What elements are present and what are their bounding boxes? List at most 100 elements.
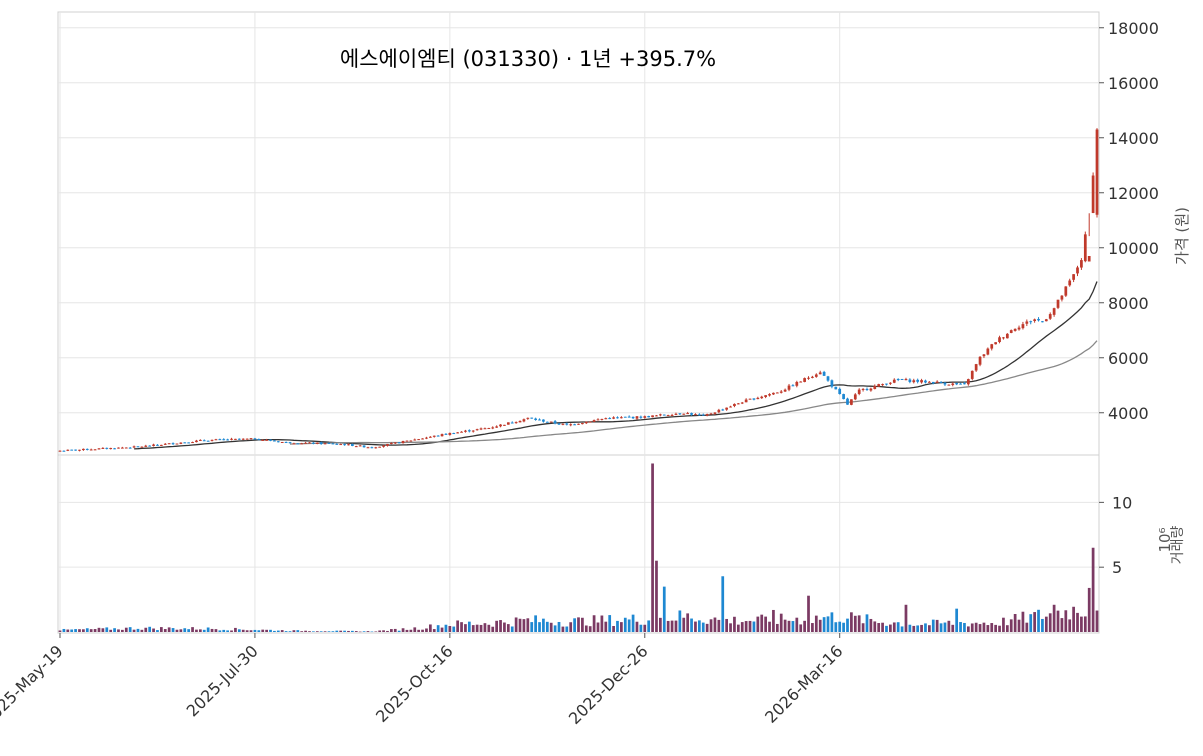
volume-bar xyxy=(627,619,631,632)
candle xyxy=(752,398,756,401)
candle xyxy=(900,378,904,380)
candle xyxy=(811,375,814,379)
candle xyxy=(978,356,982,367)
volume-bar xyxy=(631,614,635,632)
candle xyxy=(425,436,428,440)
volume-bar xyxy=(748,620,752,632)
volume-bar xyxy=(990,623,994,632)
volume-bar xyxy=(811,623,814,632)
candle xyxy=(467,429,471,433)
candle xyxy=(857,388,861,396)
candle xyxy=(530,417,534,419)
volume-bar xyxy=(752,621,756,632)
candle xyxy=(966,378,970,386)
volume-bar xyxy=(397,630,401,632)
volume-bar xyxy=(682,617,686,632)
volume-bar xyxy=(202,629,206,632)
candle xyxy=(892,378,896,384)
volume-bar xyxy=(651,463,654,632)
volume-bar xyxy=(121,629,124,632)
volume-bar xyxy=(378,630,382,632)
candle xyxy=(717,408,721,414)
volume-bar xyxy=(1095,610,1099,632)
volume-bar xyxy=(214,629,218,632)
volume-tick-label: 10 xyxy=(1112,493,1132,512)
volume-bar xyxy=(662,586,666,632)
candle xyxy=(343,443,346,446)
volume-bar xyxy=(717,619,721,632)
moving-average-long-line xyxy=(289,340,1098,445)
candle xyxy=(623,416,627,418)
candle xyxy=(292,442,296,445)
candle xyxy=(214,438,218,441)
volume-bar xyxy=(830,612,834,632)
candle xyxy=(569,423,573,427)
volume-bar xyxy=(386,630,389,632)
volume-bar xyxy=(530,622,534,632)
candle xyxy=(772,392,775,395)
volume-bar xyxy=(584,625,588,632)
volume-bar xyxy=(1076,612,1079,632)
volume-bar xyxy=(82,629,85,632)
volume-bar xyxy=(807,595,810,632)
candle xyxy=(124,447,128,449)
candle xyxy=(740,401,744,405)
volume-bar xyxy=(678,610,682,632)
volume-multiplier: 10⁶ xyxy=(1156,527,1174,552)
volume-bar xyxy=(300,631,304,632)
volume-bar xyxy=(354,631,358,632)
candle xyxy=(1029,320,1033,325)
candle xyxy=(865,387,869,391)
candle xyxy=(409,440,413,442)
volume-bar xyxy=(417,629,421,632)
candle xyxy=(596,418,600,421)
candle xyxy=(148,445,152,447)
candle xyxy=(163,442,167,445)
candle xyxy=(105,447,109,450)
volume-bar xyxy=(725,618,729,632)
candle xyxy=(66,449,70,452)
volume-bar xyxy=(105,627,109,632)
candle xyxy=(351,443,354,447)
volume-bar xyxy=(647,620,651,632)
volume-bar xyxy=(425,628,428,632)
volume-bar xyxy=(561,626,565,632)
volume-bar xyxy=(276,630,280,632)
moving-averages xyxy=(134,281,1098,450)
candle xyxy=(561,423,565,426)
volume-bar xyxy=(885,625,888,632)
volume-bar xyxy=(475,624,479,632)
volume-tick-label: 5 xyxy=(1112,558,1122,577)
candle xyxy=(218,438,222,441)
volume-bar xyxy=(1068,619,1072,632)
candle xyxy=(748,398,752,400)
candle xyxy=(939,381,943,384)
candle xyxy=(662,414,666,416)
candle xyxy=(729,405,732,408)
volume-bar xyxy=(783,619,787,632)
volume-bar xyxy=(705,623,709,632)
candle xyxy=(331,442,335,445)
candle xyxy=(1064,286,1068,297)
candle xyxy=(195,439,198,443)
volume-bar xyxy=(163,629,167,632)
volume-bar xyxy=(974,622,978,632)
candle xyxy=(779,389,783,394)
candle xyxy=(471,430,475,433)
volume-bar xyxy=(764,616,767,632)
volume-bar xyxy=(97,627,101,632)
candle xyxy=(386,443,389,447)
candle xyxy=(265,438,268,441)
volume-bar xyxy=(924,623,927,632)
candle xyxy=(795,380,799,388)
candle xyxy=(889,382,892,385)
volume-bar xyxy=(939,623,943,632)
candle xyxy=(705,413,709,417)
candle xyxy=(674,412,678,416)
candle xyxy=(1002,336,1005,340)
volume-bar xyxy=(616,620,619,632)
candle xyxy=(518,420,522,423)
volume-bar xyxy=(604,621,608,632)
candle xyxy=(187,442,191,444)
volume-bar xyxy=(85,628,89,632)
